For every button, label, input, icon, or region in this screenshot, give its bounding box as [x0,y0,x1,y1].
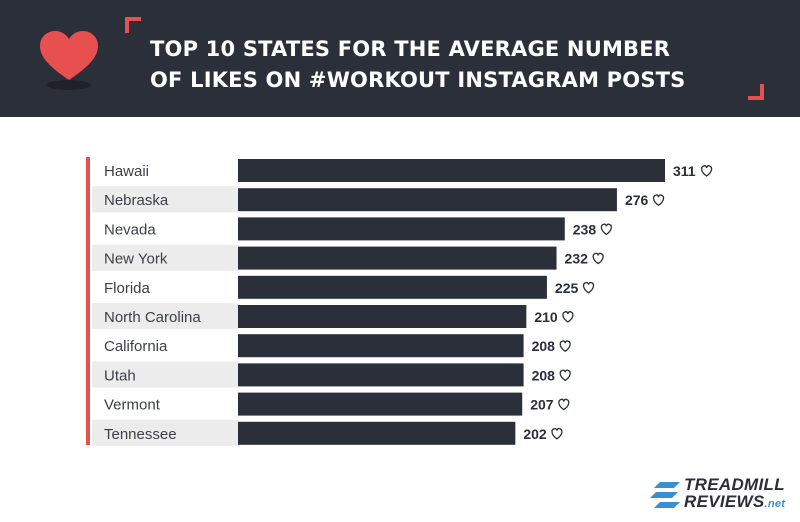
category-label: Florida [104,280,151,297]
heart-outline-icon [551,427,563,440]
category-label: Nebraska [104,192,169,209]
chart-title-line-2: of Likes on #Workout Instagram Posts [150,68,686,92]
bar [238,334,524,358]
row-background [92,419,238,446]
bar [238,188,617,212]
data-label: 232 [565,251,589,267]
bar [238,217,565,241]
corner-bracket-bottom-right [748,84,764,100]
data-label: 276 [625,192,649,208]
category-label: Hawaii [104,163,149,180]
data-label: 225 [555,280,579,296]
data-label: 207 [530,397,554,413]
bar [238,421,516,445]
corner-bracket-top-left [125,17,141,33]
bar [238,392,523,416]
data-label: 210 [534,309,558,325]
heart-outline-icon [652,194,665,206]
bar [238,159,665,182]
chart-title-line-1: Top 10 States for the Average Number [150,37,671,61]
chart-title: Top 10 States for the Average Number of … [150,34,750,96]
category-label: California [104,338,168,355]
heart-outline-icon [562,311,574,323]
data-label: 208 [532,338,556,354]
heart-outline-icon [559,369,571,382]
bar [238,275,547,299]
heart-outline-icon [582,281,595,294]
heart-outline-icon [559,340,571,352]
bar [238,305,527,328]
brand-line-2-main: REVIEWS [684,492,765,511]
data-label: 202 [523,426,547,442]
data-label: 238 [573,221,597,237]
bar [238,363,524,387]
heart-icon [40,31,98,90]
accent-axis-line [86,157,90,445]
bar [238,246,557,270]
category-label: Nevada [104,221,156,238]
stripes-logo-icon [650,482,680,508]
heart-outline-icon [592,252,604,265]
category-label: Vermont [104,397,161,414]
heart-outline-icon [558,398,570,411]
row-background [92,361,238,388]
brand-suffix: .net [764,498,786,510]
category-label: Tennessee [104,426,177,443]
brand-logo: TREADMILL REVIEWS.net [650,476,790,512]
category-label: North Carolina [104,309,201,326]
category-label: Utah [104,367,136,384]
data-label: 208 [532,367,556,383]
bar-chart: Hawaii 311 Nebraska 276 Nevada 238 New York 232… [86,157,713,446]
data-label: 311 [673,163,696,179]
row-background [92,244,238,271]
heart-outline-icon [700,165,713,177]
row-background [92,303,238,330]
row-background [92,186,238,213]
category-label: New York [104,251,168,268]
brand-line-1: TREADMILL [684,475,785,494]
brand-line-2: REVIEWS.net [684,493,785,513]
header-banner: Top 10 States for the Average Number of … [0,0,800,117]
heart-outline-icon [600,223,612,236]
brand-name: TREADMILL REVIEWS.net [684,476,785,513]
